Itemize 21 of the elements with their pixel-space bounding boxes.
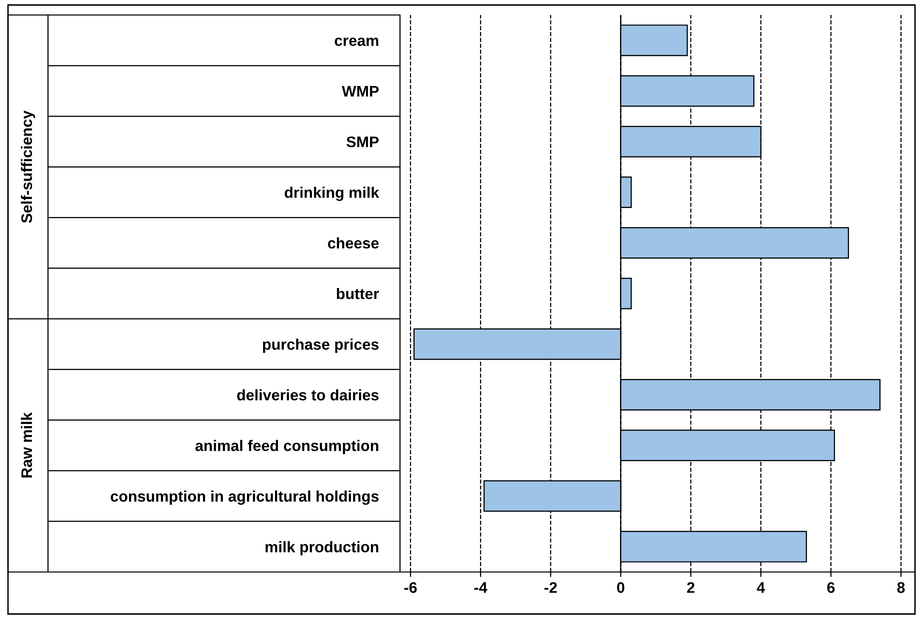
x-tick-label: 6 [827, 582, 835, 593]
x-tick-label: -6 [404, 582, 417, 593]
y-tick-label: drinking milk [284, 186, 380, 201]
y-tick-label: cheese [328, 237, 379, 249]
y-tick-label: animal feed consumption [195, 440, 378, 454]
y-tick-label: deliveries to dairies [237, 389, 379, 400]
y-tick-label: purchase prices [262, 338, 379, 353]
y-tick-label: consumption in agricultural holdings [110, 490, 379, 505]
x-tick-label: -4 [474, 582, 488, 593]
y-tick-label: milk production [266, 541, 378, 556]
text: Self-sufficiency [20, 110, 36, 223]
y-tick-label: cream [334, 38, 378, 46]
x-tick-label: 4 [756, 582, 766, 593]
y-tick-label: WMP [342, 86, 379, 96]
x-tick-label: 8 [897, 582, 905, 593]
y-tick-label: SMP [346, 136, 379, 148]
x-tick-label: 2 [687, 582, 694, 593]
x-tick-label: -2 [544, 582, 557, 593]
y-tick-label: butter [336, 288, 379, 300]
x-tick-label: 0 [617, 582, 624, 593]
text: Raw milk [20, 412, 32, 478]
